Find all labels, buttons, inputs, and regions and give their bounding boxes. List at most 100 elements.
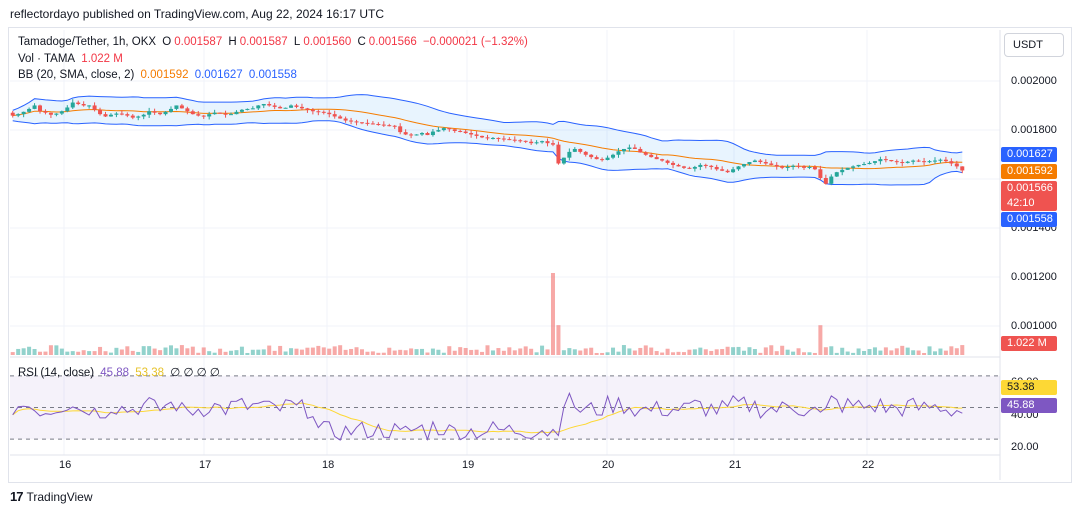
volume-bar [638, 347, 643, 355]
volume-bar [130, 350, 135, 355]
candle-body [512, 139, 517, 141]
currency-button[interactable]: USDT [1004, 33, 1064, 57]
candle-body [92, 105, 97, 110]
candle-body [474, 134, 479, 136]
candle-body [834, 172, 839, 177]
volume-bar [436, 349, 441, 355]
volume-bar [163, 347, 168, 355]
candle-body [507, 139, 512, 141]
low-value: 0.001560 [303, 36, 352, 48]
volume-bar [403, 350, 408, 355]
volume-bar [294, 348, 299, 355]
candle-body [38, 105, 43, 112]
footer-brand[interactable]: TradingView [26, 489, 93, 504]
candle-body [458, 130, 463, 132]
open-label: O [162, 36, 172, 48]
bb-lower-tag: 0.001558 [1001, 212, 1057, 227]
chart-frame[interactable] [8, 27, 1072, 483]
bb-upper-tag: 0.001627 [1001, 147, 1057, 162]
volume-bar [785, 349, 790, 355]
volume-bar [594, 352, 599, 355]
rsi-placeholders: ∅ ∅ ∅ ∅ [170, 367, 220, 379]
close-label: C [357, 36, 366, 48]
volume-bar [709, 350, 714, 355]
volume-bar [758, 352, 763, 355]
volume-bar [21, 348, 26, 355]
last-price-tag: 0.001566 [1001, 181, 1057, 196]
volume-bar [278, 345, 283, 355]
candle-body [812, 166, 817, 170]
candle-body [943, 159, 948, 162]
candle-body [463, 131, 468, 134]
volume-bar [283, 351, 288, 355]
bb-label[interactable]: BB (20, SMA, close, 2) [18, 69, 135, 81]
volume-bar [447, 346, 452, 355]
candle-body [550, 143, 555, 145]
volume-bar [147, 346, 152, 355]
volume-bar [10, 352, 15, 355]
volume-bar [409, 348, 414, 355]
volume-bar [92, 351, 97, 355]
volume-bar [27, 346, 32, 355]
volume-bar [370, 351, 375, 355]
volume-bar [310, 347, 315, 355]
volume-bar [605, 352, 610, 355]
candle-body [452, 129, 457, 131]
rsi-ma-value: 53.38 [135, 367, 165, 379]
volume-bar [720, 349, 725, 355]
candle-body [900, 162, 905, 164]
volume-bar [48, 345, 53, 355]
rsi-label[interactable]: RSI (14, close) [18, 367, 95, 379]
candle-body [392, 125, 397, 127]
volume-bar [152, 348, 157, 355]
volume-bar [774, 351, 779, 355]
candle-body [185, 108, 190, 112]
volume-bar [272, 350, 277, 355]
volume-bar [540, 345, 545, 355]
candle-body [299, 106, 304, 109]
volume-bar [665, 348, 670, 355]
candle-body [829, 176, 834, 184]
candle-body [954, 163, 959, 167]
volume-bar [261, 349, 266, 355]
volume-bar [223, 351, 228, 355]
volume-bar [59, 348, 64, 355]
candle-body [103, 114, 108, 117]
volume-bar [627, 348, 632, 355]
rsi-value: 45.88 [100, 367, 130, 379]
volume-bar [234, 350, 239, 355]
volume-bar [229, 350, 234, 355]
rsi-tag: 45.88 [1001, 398, 1057, 413]
high-label: H [228, 36, 237, 48]
symbol-title[interactable]: Tamadoge/Tether, 1h, OKX [18, 36, 157, 48]
candle-body [256, 105, 261, 109]
bb-lower-line [12, 120, 963, 186]
candle-body [894, 161, 899, 163]
volume-bar [911, 350, 916, 355]
candle-body [720, 169, 725, 171]
volume-bar [158, 350, 163, 355]
open-value: 0.001587 [174, 36, 223, 48]
candle-body [785, 166, 790, 168]
volume-bar [938, 348, 943, 355]
volume-bar [485, 345, 490, 355]
volume-bar [567, 348, 572, 355]
volume-bar [463, 347, 468, 355]
volume-bar [954, 348, 959, 355]
candle-body [540, 141, 545, 143]
volume-bar [480, 351, 485, 355]
candle-body [250, 108, 255, 110]
candle-body [741, 164, 746, 167]
candle-body [916, 160, 921, 162]
volume-bar [474, 349, 479, 355]
volume-value: 1.022 M [81, 53, 123, 65]
legend-ohlc: Tamadoge/Tether, 1h, OKX O 0.001587 H 0.00… [18, 36, 531, 48]
tradingview-logo-icon[interactable]: 17 [10, 489, 24, 504]
volume-bar [578, 350, 583, 355]
candle-body [556, 144, 561, 164]
volume-bar [305, 347, 310, 355]
volume-bar [829, 346, 834, 355]
volume-label[interactable]: Vol · TAMA [18, 53, 76, 65]
volume-bar [185, 348, 190, 355]
